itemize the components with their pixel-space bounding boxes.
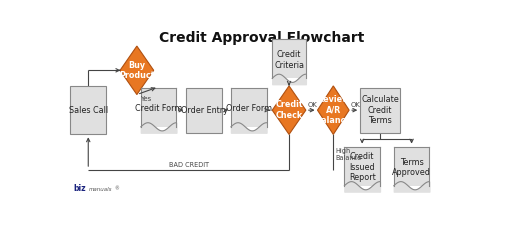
Text: Sales Call: Sales Call — [69, 106, 107, 115]
Text: Credit
Check: Credit Check — [275, 100, 302, 120]
FancyBboxPatch shape — [231, 88, 266, 127]
Text: Order Form: Order Form — [225, 104, 271, 113]
Polygon shape — [272, 86, 305, 134]
Text: Buy
Product: Buy Product — [119, 61, 154, 80]
FancyBboxPatch shape — [393, 146, 429, 186]
Text: Credit
Criteria: Credit Criteria — [273, 50, 303, 70]
FancyBboxPatch shape — [344, 146, 379, 186]
FancyBboxPatch shape — [272, 39, 305, 78]
Polygon shape — [317, 86, 349, 134]
Text: Yes: Yes — [140, 96, 151, 102]
Text: Credit Form: Credit Form — [135, 104, 182, 113]
FancyBboxPatch shape — [359, 88, 399, 133]
Polygon shape — [120, 46, 153, 94]
Text: Review
A/R
Balance: Review A/R Balance — [315, 95, 351, 125]
Text: Calculate
Credit
Terms: Calculate Credit Terms — [360, 95, 398, 125]
Text: High
Balance: High Balance — [334, 148, 361, 160]
Text: Terms
Approved: Terms Approved — [391, 158, 430, 177]
Text: BAD CREDIT: BAD CREDIT — [168, 162, 208, 168]
Text: Credit
Issued
Report: Credit Issued Report — [348, 152, 375, 182]
Text: biz: biz — [73, 184, 86, 193]
Text: OK: OK — [307, 102, 317, 108]
Text: manuals: manuals — [89, 187, 112, 192]
Text: OK: OK — [350, 102, 360, 108]
Text: Order Entry: Order Entry — [180, 106, 227, 115]
Text: Credit Approval Flowchart: Credit Approval Flowchart — [158, 31, 363, 45]
FancyBboxPatch shape — [186, 88, 221, 133]
Text: ®: ® — [114, 187, 119, 192]
FancyBboxPatch shape — [70, 86, 106, 134]
FancyBboxPatch shape — [140, 88, 176, 127]
